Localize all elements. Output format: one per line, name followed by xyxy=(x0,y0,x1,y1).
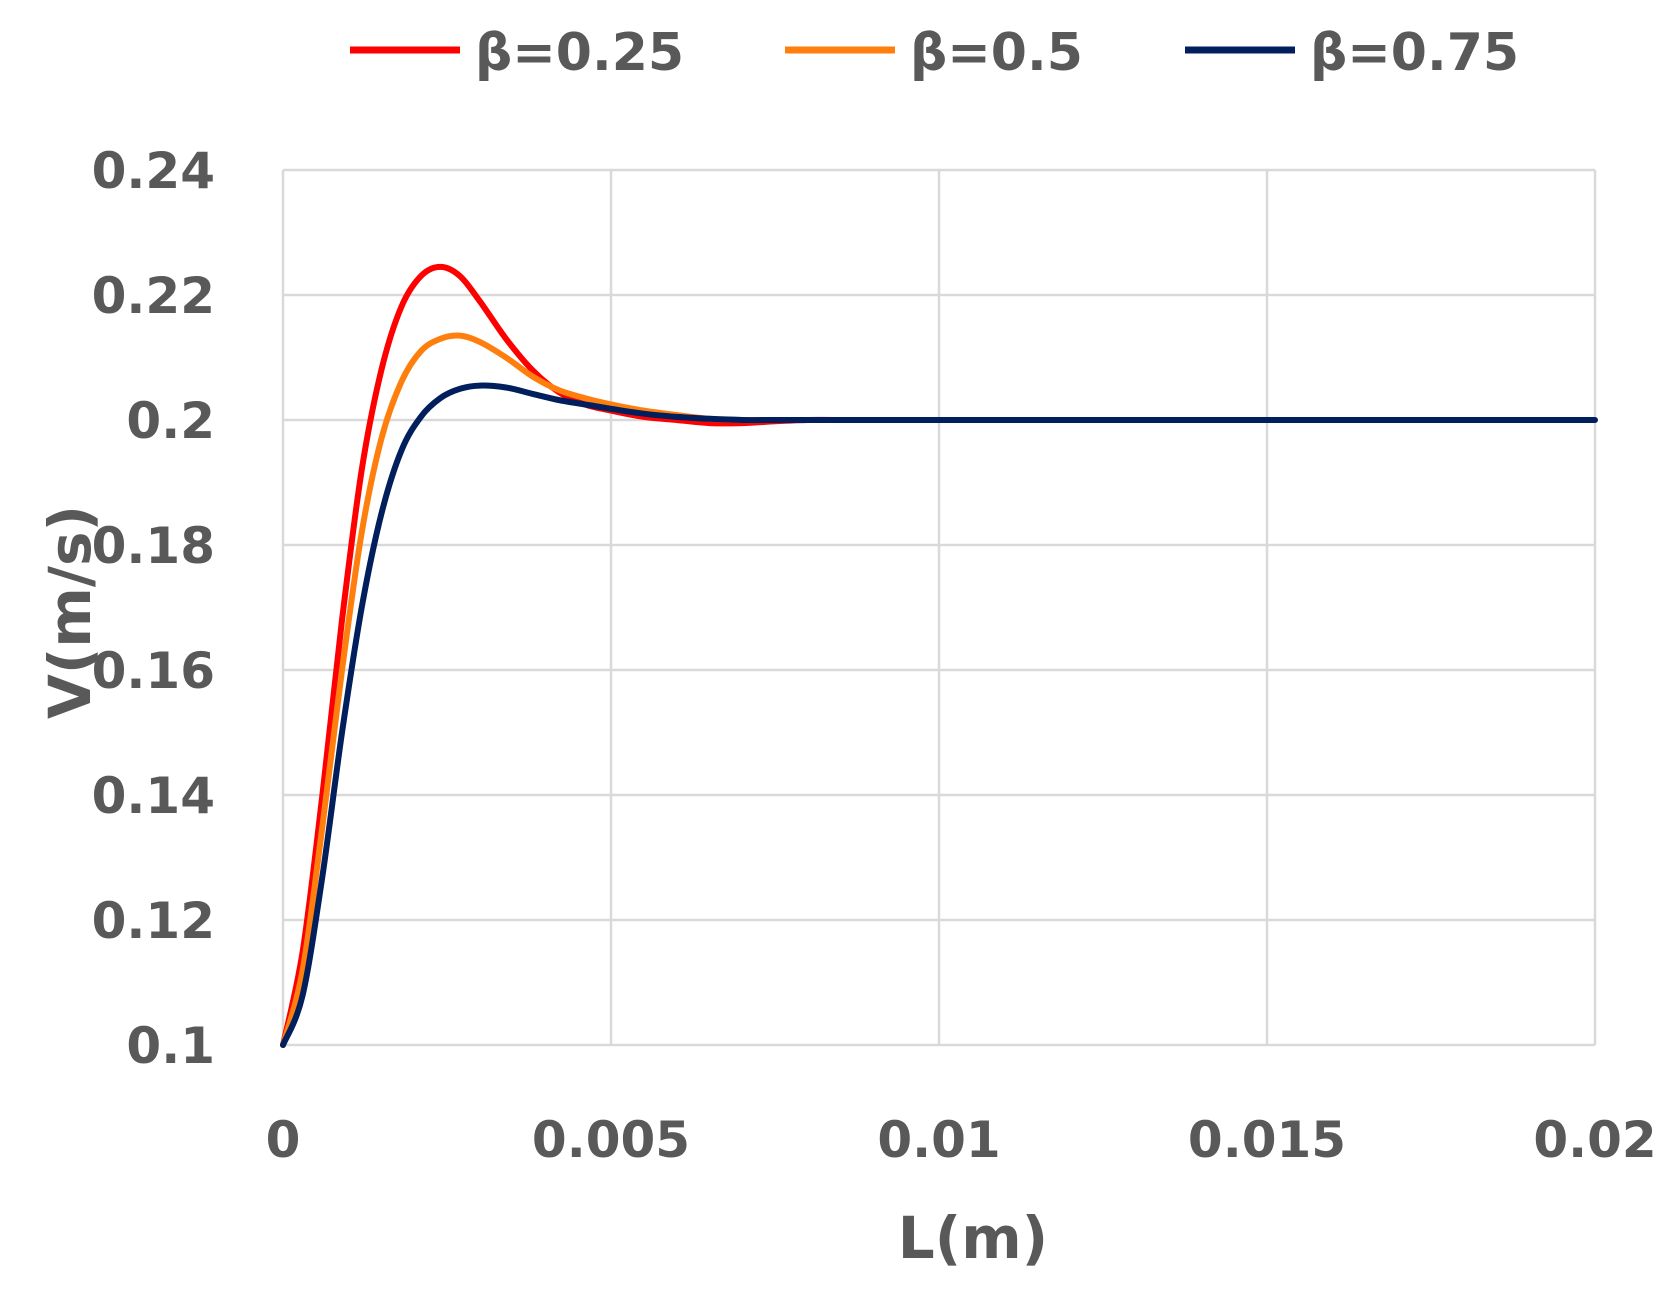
x-tick-label: 0.02 xyxy=(1533,1111,1656,1169)
x-tick-label: 0.01 xyxy=(877,1111,1000,1169)
y-tick-label: 0.1 xyxy=(126,1017,215,1075)
x-tick-label: 0.015 xyxy=(1188,1111,1346,1169)
y-tick-label: 0.16 xyxy=(92,642,215,700)
legend-label-2: β=0.5 xyxy=(910,23,1083,83)
x-tick-label: 0.005 xyxy=(532,1111,690,1169)
x-axis-title: L(m) xyxy=(898,1204,1048,1272)
y-tick-label: 0.2 xyxy=(126,392,215,450)
y-axis-ticks: 0.1 0.12 0.14 0.16 0.18 0.2 0.22 0.24 xyxy=(92,142,215,1075)
y-tick-label: 0.12 xyxy=(92,892,215,950)
legend-label-1: β=0.25 xyxy=(475,23,684,83)
y-tick-label: 0.24 xyxy=(92,142,215,200)
series-line-1 xyxy=(280,263,844,1048)
x-axis-ticks: 0 0.005 0.01 0.015 0.02 xyxy=(266,1111,1657,1169)
y-tick-label: 0.18 xyxy=(92,517,215,575)
x-tick-label: 0 xyxy=(266,1111,301,1169)
series-line-3 xyxy=(280,382,1598,1048)
legend: β=0.25 β=0.5 β=0.75 xyxy=(350,23,1519,83)
y-tick-label: 0.14 xyxy=(92,767,215,825)
y-axis-title: V(m/s) xyxy=(36,505,104,719)
series-layer xyxy=(280,263,1598,1048)
gridlines xyxy=(281,168,1597,1047)
legend-label-3: β=0.75 xyxy=(1310,23,1519,83)
y-tick-label: 0.22 xyxy=(92,267,215,325)
